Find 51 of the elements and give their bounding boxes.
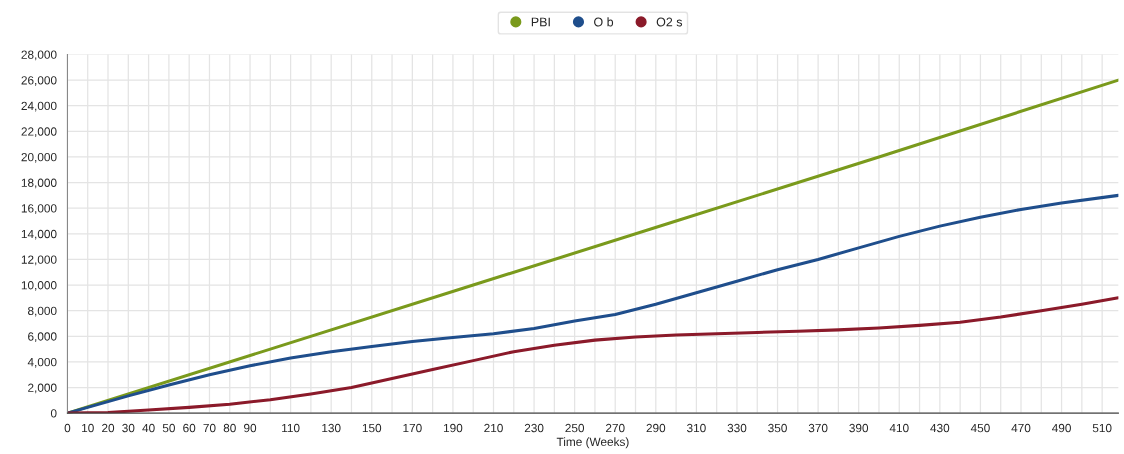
- x-tick-label: 50: [162, 423, 175, 433]
- y-tick-label: 6,000: [28, 332, 57, 343]
- y-tick-label: 20,000: [21, 152, 57, 163]
- x-axis-title: Time (Weeks): [556, 437, 629, 449]
- x-tick-label: 130: [322, 423, 341, 433]
- legend-label: PBI: [531, 17, 550, 27]
- x-tick-label: 10: [82, 423, 94, 433]
- y-tick-label: 28,000: [21, 50, 57, 61]
- x-tick-label: 470: [1011, 423, 1031, 433]
- x-tick-label: 20: [102, 423, 115, 433]
- x-tick-label: 370: [808, 423, 828, 433]
- y-tick-label: 8,000: [28, 306, 57, 317]
- x-tick-label: 350: [768, 423, 787, 433]
- y-tick-label: 26,000: [21, 76, 57, 86]
- x-tick-label: 310: [686, 423, 706, 433]
- y-tick-label: 24,000: [21, 101, 57, 112]
- x-tick-label: 210: [484, 423, 503, 433]
- legend-label: O2 s: [656, 17, 683, 27]
- x-tick-label: 170: [403, 423, 422, 433]
- y-tick-label: 18,000: [21, 178, 57, 189]
- legend-label: O b: [594, 17, 614, 27]
- y-tick-label: 14,000: [21, 229, 57, 240]
- x-tick-label: 30: [122, 423, 135, 433]
- x-tick-label: 150: [362, 423, 382, 433]
- x-tick-label: 110: [282, 423, 300, 433]
- y-tick-label: 4,000: [27, 357, 57, 368]
- x-tick-label: 290: [646, 423, 666, 433]
- x-tick-label: 250: [565, 423, 585, 433]
- x-tick-label: 90: [244, 423, 257, 433]
- x-tick-label: 330: [727, 423, 747, 433]
- y-tick-label: 0: [50, 409, 57, 418]
- x-tick-label: 40: [142, 423, 155, 433]
- line-series: [67, 193, 1119, 414]
- x-tick-label: 60: [183, 423, 196, 433]
- y-tick-label: 22,000: [21, 127, 57, 138]
- x-tick-label: 490: [1052, 423, 1071, 433]
- y-tick-label: 12,000: [21, 255, 57, 266]
- x-tick-label: 0: [64, 423, 71, 433]
- y-tick-label: 10,000: [21, 281, 57, 291]
- x-tick-label: 80: [223, 423, 236, 433]
- y-tick-label: 2,000: [28, 383, 57, 394]
- x-tick-label: 190: [443, 423, 463, 433]
- x-tick-label: 410: [889, 423, 909, 433]
- x-tick-label: 230: [524, 423, 544, 433]
- x-tick-label: 430: [930, 423, 950, 433]
- x-tick-label: 450: [970, 423, 990, 433]
- x-tick-label: 270: [605, 423, 625, 433]
- x-tick-label: 390: [849, 423, 869, 433]
- x-tick-label: 70: [203, 423, 216, 433]
- y-tick-label: 16,000: [21, 204, 57, 214]
- x-tick-label: 510: [1092, 423, 1112, 433]
